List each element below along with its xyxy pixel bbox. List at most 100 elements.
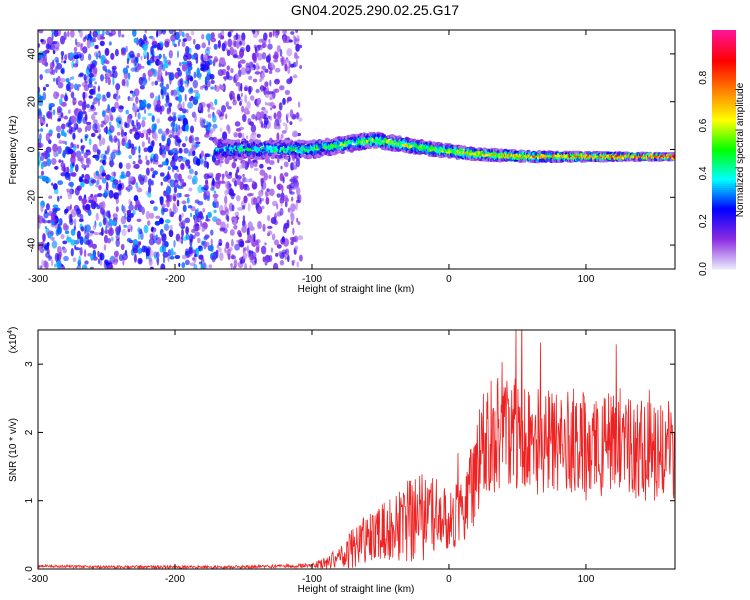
spectrogram-cell <box>221 30 225 36</box>
colorbar-segment <box>712 249 736 252</box>
spectrogram-cell <box>61 67 65 75</box>
colorbar-segment <box>712 157 736 160</box>
spectrogram-cell <box>127 228 131 233</box>
spectrogram-cell <box>132 239 138 246</box>
spectrogram-cell <box>199 117 204 125</box>
spectrogram-cell <box>184 248 189 256</box>
spectrogram-cell <box>137 227 141 233</box>
spectrogram-cell <box>256 97 262 105</box>
spectrogram-cell <box>278 102 283 111</box>
spectrogram-cell <box>58 139 63 145</box>
spectrogram-cell <box>112 77 115 86</box>
spectrogram-cell <box>147 220 151 226</box>
spectrogram-cell <box>84 203 91 211</box>
spectrogram-cell <box>276 203 279 210</box>
colorbar-segment <box>712 41 736 45</box>
colorbar-segment <box>712 51 736 55</box>
spectrogram-cell <box>224 206 229 213</box>
spectrogram-cell <box>73 218 77 227</box>
spectrogram-cell <box>172 39 175 46</box>
spectrogram-cell <box>100 74 104 82</box>
spectrogram-cell <box>239 100 242 107</box>
spectrogram-cell <box>84 126 88 133</box>
spectrogram-cell <box>238 257 245 261</box>
spectrogram-cell <box>121 204 124 212</box>
spectrogram-cell <box>103 114 110 124</box>
spectrogram-cell <box>193 223 199 232</box>
spectrogram-cell <box>187 205 193 209</box>
spectrogram-cell <box>270 247 274 253</box>
spectrogram-cell <box>295 59 298 67</box>
spectrogram-cell <box>116 131 121 136</box>
spectrogram-cell <box>43 150 49 160</box>
spectrogram-cell <box>249 95 255 101</box>
colorbar-segment <box>712 147 736 150</box>
colorbar-segment <box>712 189 736 192</box>
spectrogram-cell <box>193 38 196 45</box>
spectrogram-cell <box>254 46 257 54</box>
spectrogram-cell <box>188 88 194 94</box>
spectrogram-cell <box>56 225 62 235</box>
spectrogram-cell <box>47 220 52 224</box>
spectrogram-cell <box>220 84 225 91</box>
spectrogram-cell <box>115 206 119 213</box>
colorbar-segment <box>712 117 736 121</box>
spectrogram-cell <box>301 139 306 144</box>
spectrogram-cell <box>224 189 229 196</box>
spectrogram-cell <box>238 40 243 46</box>
spectrogram-cell <box>182 204 187 213</box>
spectrogram-cell <box>258 189 264 197</box>
spectrogram-cell <box>108 41 112 46</box>
spectrogram-cell <box>166 137 171 147</box>
spectrogram-cell <box>124 142 129 149</box>
spectrogram-cell <box>97 258 101 265</box>
spectrogram-cell <box>157 128 163 135</box>
spectrogram-cell <box>188 246 193 255</box>
spectrogram-cell <box>250 124 257 133</box>
spectrogram-cell <box>64 171 70 178</box>
spectrogram-cell <box>181 200 187 205</box>
snr-x-tick-label: 100 <box>578 574 595 585</box>
spectrogram-cell <box>154 80 158 86</box>
spectrogram-cell <box>294 38 300 42</box>
spectrogram-cell <box>76 86 80 91</box>
spectrogram-cell <box>181 262 186 269</box>
spectrogram-cell <box>256 133 261 138</box>
spectrogram-cell <box>185 45 190 55</box>
spectrogram-cell <box>70 228 76 236</box>
spectrogram-cell <box>200 150 204 158</box>
spectrogram-cell <box>260 245 267 255</box>
spectrogram-cell <box>99 33 104 39</box>
spectrogram-cell <box>295 30 299 34</box>
colorbar-segment <box>712 53 736 57</box>
spectrogram-cell <box>152 44 158 49</box>
spectrogram-cell <box>127 72 131 80</box>
spectrogram-cell <box>148 238 155 246</box>
spectrogram-cell <box>57 246 62 254</box>
spectrogram-cell <box>249 161 254 169</box>
spectrogram-cell <box>63 31 67 41</box>
colorbar-segment <box>712 217 736 220</box>
colorbar-tick-label: 0.6 <box>698 118 709 132</box>
spectrogram-cell <box>88 138 92 146</box>
spectrogram-cell <box>110 52 115 60</box>
spectrogram-cell <box>219 112 225 117</box>
spectrogram-cell <box>57 145 62 155</box>
spectrogram-cell <box>187 174 193 180</box>
spectrogram-cell <box>79 246 83 256</box>
spectrogram-cell <box>185 226 189 235</box>
colorbar-tick-label: 0.8 <box>698 70 709 84</box>
spectrogram-cell <box>279 207 284 216</box>
spectrogram-cell <box>115 238 120 248</box>
spectrogram-cell <box>95 170 99 176</box>
spectrogram-cell <box>113 192 120 196</box>
spectrogram-cell <box>213 209 217 214</box>
spectrogram-cell <box>290 210 294 219</box>
spectrogram-cell <box>181 254 187 260</box>
spectrogram-cell <box>178 30 183 37</box>
spectrogram-cell <box>150 158 153 162</box>
spectrogram-cell <box>217 144 222 149</box>
spectrogram-cell <box>290 220 294 226</box>
spectrogram-cell <box>224 195 228 205</box>
spectrogram-cell <box>246 245 249 254</box>
